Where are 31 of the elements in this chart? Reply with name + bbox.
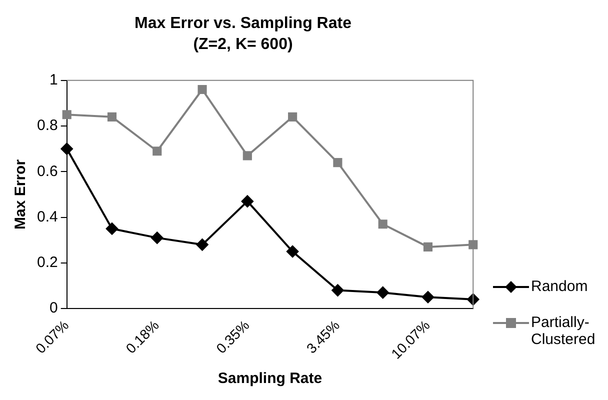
legend-label: Random bbox=[531, 278, 589, 295]
legend-label: Partially-Clustered bbox=[531, 314, 596, 348]
point bbox=[378, 220, 388, 229]
y-tick-label: 0.8 bbox=[36, 117, 58, 134]
point bbox=[106, 222, 118, 235]
point bbox=[423, 242, 433, 252]
point bbox=[152, 146, 162, 156]
point bbox=[107, 112, 117, 122]
point bbox=[242, 151, 252, 160]
y-tick-label: 0.4 bbox=[36, 208, 58, 226]
chart-title: Max Error vs. Sampling Rate bbox=[134, 15, 352, 32]
point bbox=[286, 246, 299, 258]
point bbox=[333, 158, 342, 168]
y-tick-label: 0 bbox=[50, 300, 58, 317]
y-tick-label: 0.2 bbox=[36, 254, 58, 272]
x-axis-title: Sampling Rate bbox=[218, 370, 322, 388]
point bbox=[288, 112, 298, 122]
y-tick-label: 0.6 bbox=[36, 162, 58, 180]
point bbox=[62, 110, 72, 120]
point bbox=[422, 291, 434, 304]
point bbox=[196, 238, 208, 251]
point bbox=[198, 84, 207, 94]
point bbox=[241, 195, 254, 208]
point bbox=[151, 232, 164, 244]
y-tick-label: 1 bbox=[50, 72, 58, 89]
chart-subtitle: (Z=2, K= 600) bbox=[193, 36, 293, 54]
point bbox=[376, 286, 389, 299]
y-axis-title: Max Error bbox=[12, 159, 30, 230]
point bbox=[468, 240, 478, 250]
point bbox=[60, 142, 73, 155]
point bbox=[332, 284, 344, 296]
